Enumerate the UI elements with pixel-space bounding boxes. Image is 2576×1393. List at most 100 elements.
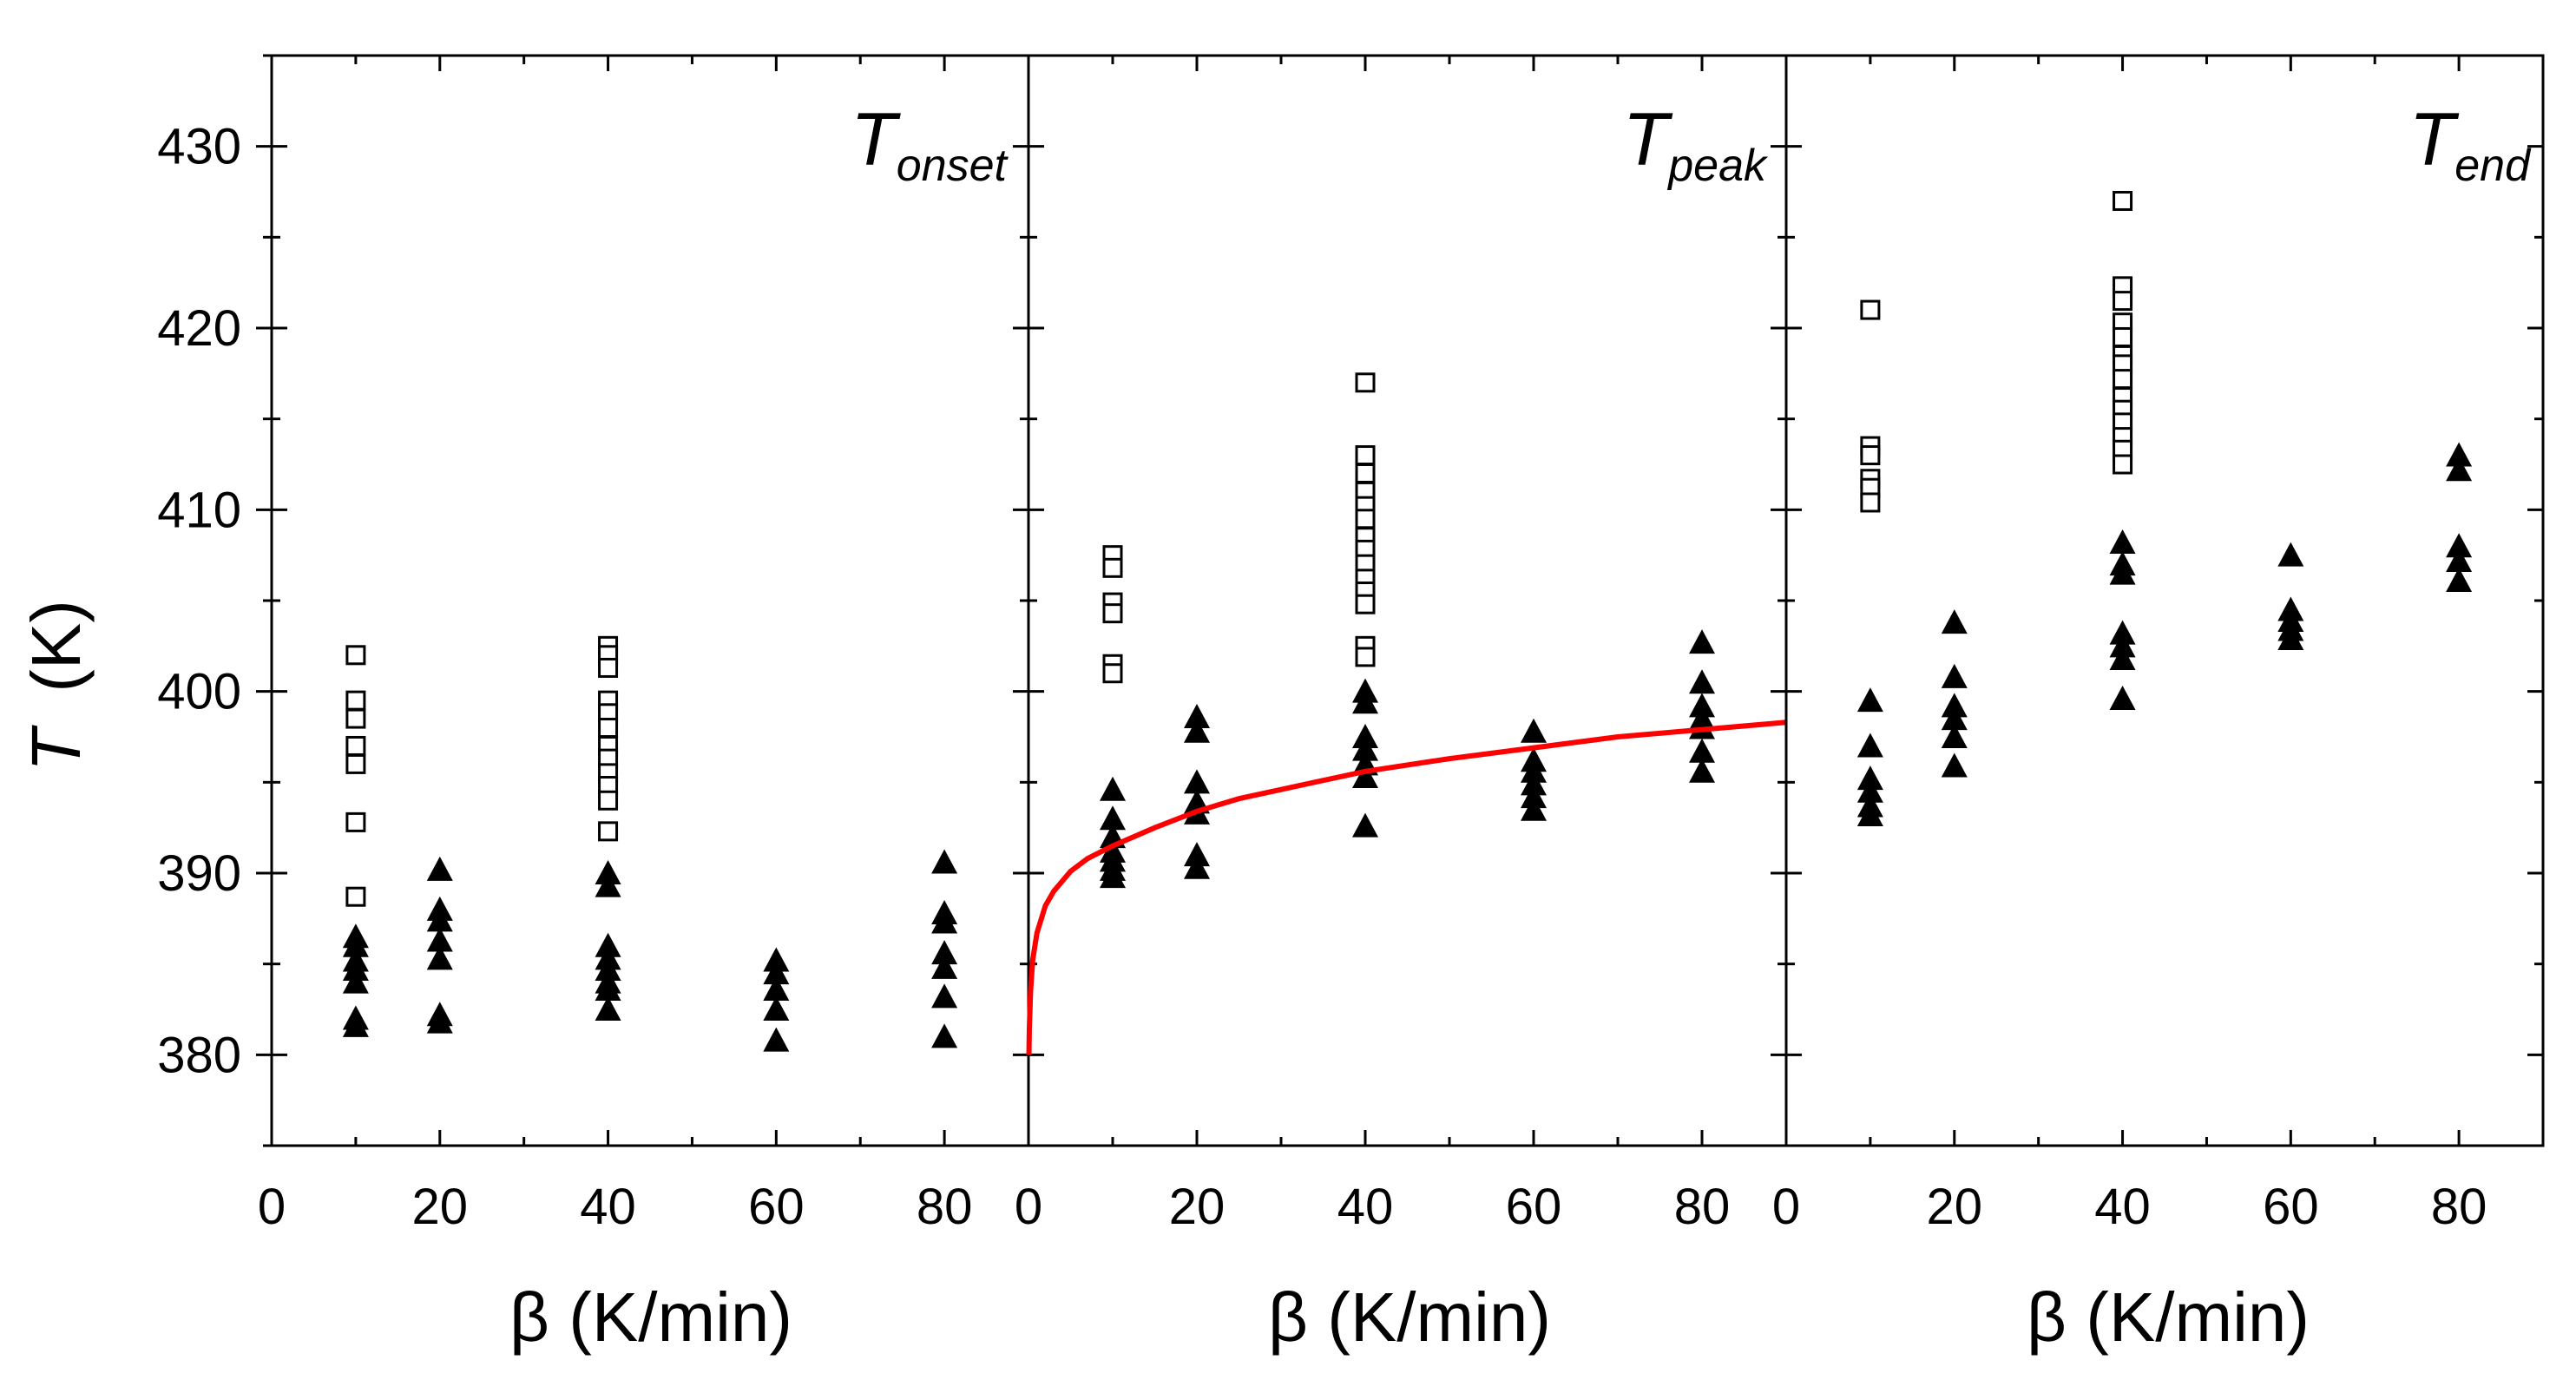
- data-point-triangle: [1184, 718, 1210, 743]
- x-tick-label: 80: [917, 1179, 973, 1235]
- y-tick-label: 380: [157, 1027, 241, 1083]
- data-point-square: [1860, 492, 1881, 513]
- data-point-square: [2113, 291, 2133, 312]
- data-point-triangle: [931, 983, 958, 1009]
- data-point-triangle: [595, 956, 621, 981]
- x-tick-label: 20: [1927, 1179, 1983, 1235]
- data-point-square: [1355, 647, 1376, 667]
- data-point-triangle: [426, 927, 453, 952]
- data-point-triangle: [1689, 714, 1715, 739]
- x-tick-label: 60: [2263, 1179, 2319, 1235]
- data-point-triangle: [1941, 663, 1968, 688]
- data-point-triangle: [2446, 567, 2473, 592]
- data-point-square: [345, 735, 366, 756]
- data-point-triangle: [595, 976, 621, 1001]
- data-point-triangle: [1941, 724, 1968, 748]
- data-point-triangle: [1100, 776, 1126, 801]
- data-point-triangle: [595, 860, 621, 884]
- panel-onset: 0 20 40 60 80 380 390 400 410 420 430: [157, 54, 1030, 1235]
- data-point-triangle: [931, 909, 958, 934]
- data-point-triangle: [2446, 533, 2473, 558]
- data-point-triangle: [763, 947, 790, 972]
- x-tick-label: 80: [1674, 1179, 1731, 1235]
- data-point-triangle: [2277, 625, 2304, 650]
- data-point-triangle: [1689, 738, 1715, 763]
- data-point-square: [2113, 369, 2133, 390]
- data-point-square: [598, 718, 619, 739]
- data-point-triangle: [1352, 736, 1378, 761]
- data-point-square: [345, 753, 366, 774]
- x-axis-label-peak: β (K/min): [1268, 1278, 1551, 1356]
- panel-title-peak-main: T: [1623, 98, 1673, 181]
- data-point-triangle: [931, 1023, 958, 1048]
- fit-curve: [1026, 719, 1787, 1055]
- y-tick-label: 400: [157, 664, 241, 720]
- data-point-square: [2113, 190, 2133, 211]
- panel-title-end: Tend: [2409, 98, 2532, 191]
- x-tick-label: 80: [2431, 1179, 2487, 1235]
- panel-title-onset-main: T: [851, 98, 901, 181]
- data-point-triangle: [931, 849, 958, 874]
- x-tick-label: 60: [1506, 1179, 1562, 1235]
- data-point-square: [1102, 663, 1123, 684]
- data-point-square: [1102, 603, 1123, 624]
- data-point-triangle: [342, 1012, 369, 1037]
- data-point-triangle: [1184, 703, 1210, 728]
- data-point-square: [345, 811, 366, 832]
- data-point-square: [1355, 445, 1376, 466]
- y-tick-label: 390: [157, 845, 241, 902]
- data-point-triangle: [763, 1027, 790, 1052]
- data-point-triangle: [1941, 752, 1968, 778]
- x-axis-label-onset: β (K/min): [509, 1278, 792, 1356]
- data-point-square: [598, 657, 619, 678]
- y-axis-label: T (K): [17, 600, 95, 772]
- x-tick-label: 0: [1772, 1179, 1800, 1235]
- data-point-triangle: [2446, 457, 2473, 482]
- data-point-triangle: [2446, 547, 2473, 572]
- data-point-triangle: [1941, 706, 1968, 731]
- data-point-triangle: [426, 856, 453, 881]
- data-point-triangle: [595, 996, 621, 1021]
- data-point-triangle: [595, 872, 621, 897]
- data-point-square: [1355, 509, 1376, 529]
- data-point-square: [598, 790, 619, 811]
- data-point-triangle: [2109, 686, 2136, 711]
- data-point-triangle: [426, 945, 453, 970]
- data-point-triangle: [1689, 629, 1715, 654]
- data-point-square: [345, 886, 366, 907]
- data-point-triangle: [2109, 620, 2136, 645]
- data-point-square: [345, 690, 366, 711]
- panel-title-end-main: T: [2409, 98, 2460, 181]
- data-point-square: [345, 645, 366, 666]
- data-point-triangle: [1689, 693, 1715, 718]
- x-tick-label: 0: [1015, 1179, 1042, 1235]
- data-point-square: [1355, 372, 1376, 393]
- data-point-triangle: [1856, 765, 1883, 791]
- data-point-triangle: [1689, 758, 1715, 783]
- data-point-triangle: [2109, 645, 2136, 670]
- svg-text:T (K): T (K): [17, 600, 95, 772]
- panel-title-end-sub: end: [2454, 141, 2532, 191]
- x-tick-label: 40: [1337, 1179, 1394, 1235]
- y-tick-label: 410: [157, 482, 241, 538]
- data-point-square: [1860, 445, 1881, 466]
- plot-layer: 0 20 40 60 80 380 390 400 410 420 430 0 20 40 60 80 0 20 4…: [157, 54, 2545, 1235]
- data-point-triangle: [1100, 805, 1126, 831]
- y-axis-label-symbol: T: [17, 725, 95, 772]
- data-point-triangle: [595, 932, 621, 957]
- data-point-triangle: [2446, 442, 2473, 467]
- data-point-triangle: [1352, 812, 1378, 838]
- data-point-square: [2113, 454, 2133, 475]
- data-point-triangle: [1352, 764, 1378, 789]
- data-point-triangle: [763, 976, 790, 1001]
- x-axis-label-end: β (K/min): [2027, 1278, 2310, 1356]
- data-point-triangle: [1856, 687, 1883, 713]
- data-point-triangle: [1100, 864, 1126, 889]
- data-point-triangle: [342, 969, 369, 994]
- data-point-triangle: [2109, 633, 2136, 658]
- data-point-triangle: [426, 1009, 453, 1034]
- data-point-square: [1860, 299, 1881, 320]
- panel-title-onset-sub: onset: [897, 141, 1009, 191]
